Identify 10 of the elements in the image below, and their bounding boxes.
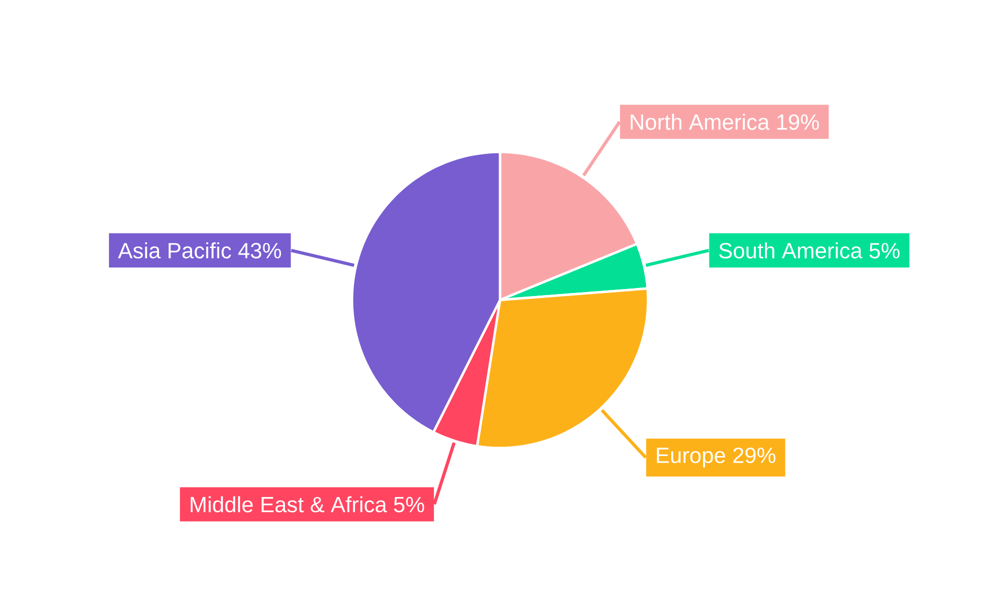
data-label: 43%: [238, 242, 282, 258]
data-label: 5%: [869, 243, 900, 258]
data-label: 5%: [394, 496, 424, 512]
data-label: 19%: [777, 114, 819, 130]
slice-label: Middle East & Africa: [190, 496, 387, 512]
slice-label: North America: [630, 114, 770, 130]
slice-label: Europe: [656, 448, 726, 468]
slice-label: South America: [719, 242, 862, 258]
slice-label: Asia Pacific: [118, 242, 232, 258]
data-label: 29%: [733, 448, 776, 464]
